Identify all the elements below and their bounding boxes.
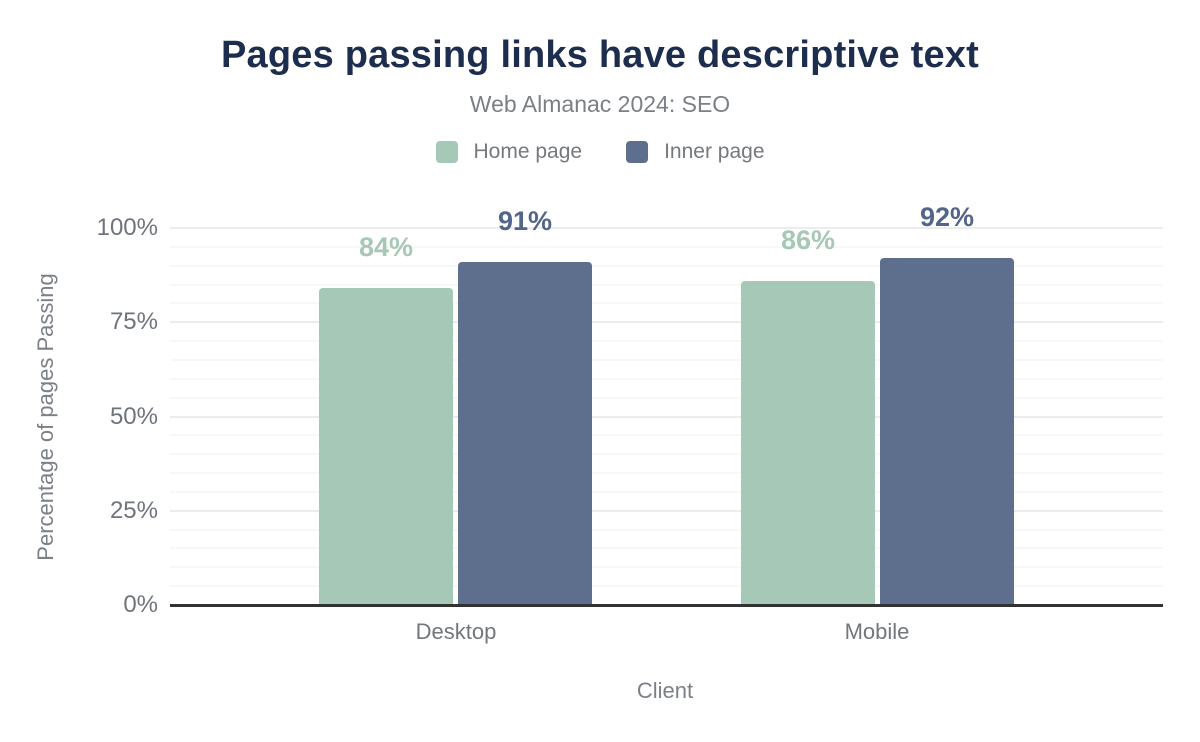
minor-gridline-40 — [170, 453, 1163, 455]
minor-gridline-80 — [170, 302, 1163, 304]
minor-gridline-70 — [170, 340, 1163, 342]
bar-home-page-desktop[interactable] — [319, 288, 453, 605]
major-gridline-50 — [170, 416, 1163, 418]
bar-value-label-home-page-desktop: 84% — [358, 232, 414, 262]
major-gridline-25 — [170, 510, 1163, 512]
x-tick-label-desktop: Desktop — [415, 619, 497, 644]
bar-value-label-home-page-mobile: 86% — [780, 225, 836, 255]
legend-swatch-icon — [626, 141, 649, 163]
y-axis-title: Percentage of pages Passing — [33, 273, 58, 561]
y-tick-label-0: 0% — [123, 591, 158, 618]
chart-title: Pages passing links have descriptive tex… — [221, 34, 979, 76]
bar-value-label-inner-page-desktop: 91% — [497, 206, 553, 236]
bar-inner-page-mobile[interactable] — [880, 258, 1014, 605]
major-gridline-100 — [170, 227, 1163, 229]
legend-label: Home page — [473, 140, 583, 163]
major-gridline-75 — [170, 321, 1163, 323]
x-tick-label-mobile: Mobile — [844, 619, 910, 644]
legend-item-inner-page: Inner page — [626, 140, 765, 164]
minor-gridline-95 — [170, 246, 1163, 248]
minor-gridline-65 — [170, 359, 1163, 361]
minor-gridline-5 — [170, 585, 1163, 587]
minor-gridline-30 — [170, 491, 1163, 493]
legend-label: Inner page — [664, 140, 765, 163]
minor-gridline-10 — [170, 566, 1163, 568]
minor-gridline-20 — [170, 529, 1163, 531]
y-tick-label-100: 100% — [96, 214, 158, 241]
y-tick-label-50: 50% — [109, 403, 158, 430]
minor-gridline-85 — [170, 284, 1163, 286]
bar-value-label-inner-page-mobile: 92% — [919, 202, 975, 232]
minor-gridline-45 — [170, 434, 1163, 436]
x-axis-baseline — [170, 604, 1163, 607]
legend: Home page Inner page — [0, 140, 1200, 164]
chart-subtitle: Web Almanac 2024: SEO — [469, 91, 731, 117]
x-axis-title: Client — [636, 678, 694, 703]
y-tick-label-75: 75% — [109, 308, 158, 335]
bar-home-page-mobile[interactable] — [741, 281, 875, 605]
legend-item-home-page: Home page — [435, 140, 583, 164]
minor-gridline-35 — [170, 472, 1163, 474]
bar-inner-page-desktop[interactable] — [458, 262, 592, 605]
legend-swatch-icon — [435, 141, 458, 163]
minor-gridline-15 — [170, 547, 1163, 549]
minor-gridline-55 — [170, 397, 1163, 399]
minor-gridline-90 — [170, 265, 1163, 267]
y-tick-label-25: 25% — [109, 497, 158, 524]
minor-gridline-60 — [170, 378, 1163, 380]
